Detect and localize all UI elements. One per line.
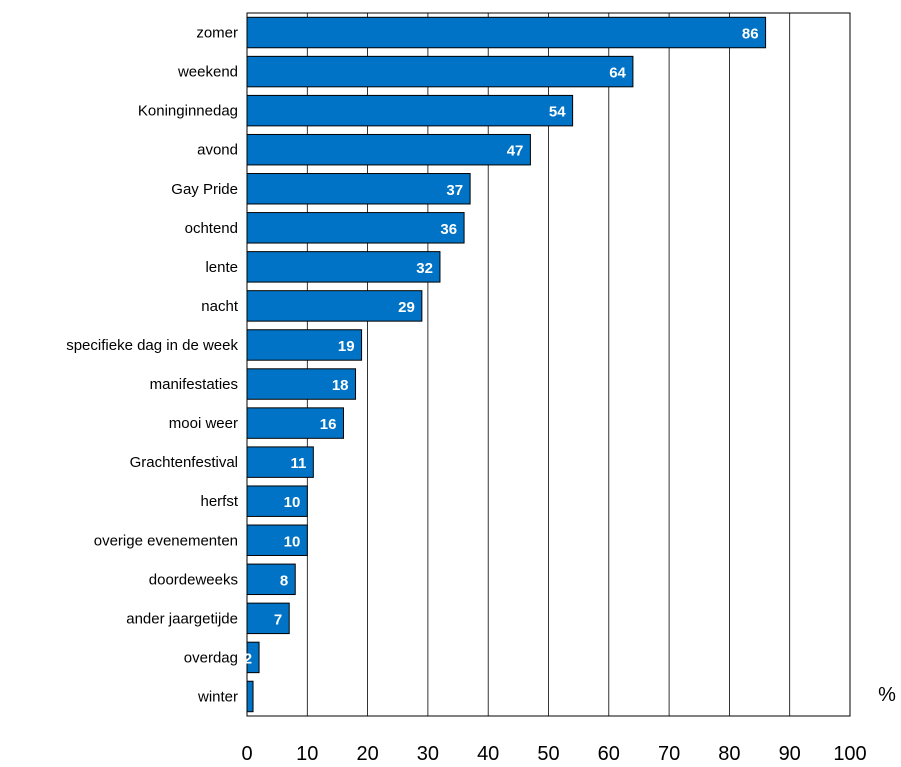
category-label: overdag: [184, 649, 238, 666]
x-tick-label: 80: [718, 743, 740, 765]
x-tick-label: 0: [241, 743, 252, 765]
category-label: specifieke dag in de week: [66, 337, 238, 354]
bar-value-label: 19: [338, 338, 355, 355]
bar-value-label: 18: [332, 377, 349, 394]
bar-value-label: 47: [507, 143, 524, 160]
bar: [246, 563, 296, 596]
bar: [246, 407, 344, 439]
x-tick-label: 90: [779, 743, 801, 765]
bar: [246, 290, 423, 322]
bar: [246, 446, 314, 478]
bar: [246, 368, 357, 400]
x-tick-label: 60: [598, 743, 620, 765]
bar-value-label: 7: [274, 611, 282, 628]
bar-value-label: 64: [609, 65, 626, 82]
bar: [246, 524, 308, 556]
category-label: weekend: [177, 64, 238, 81]
bar: [246, 680, 254, 713]
category-label: zomer: [196, 25, 238, 42]
bar-value-label: 2: [244, 650, 252, 667]
x-tick-label: 40: [477, 743, 499, 765]
bar-value-label: 16: [320, 416, 337, 433]
x-tick-label: 100: [833, 743, 866, 765]
bar: [246, 251, 441, 283]
x-tick-label: 50: [537, 743, 559, 765]
bar: [246, 641, 260, 674]
bar-value-label: 11: [290, 455, 306, 472]
bar-value-label: 29: [398, 299, 415, 316]
bar-value-label: 10: [284, 494, 301, 511]
bar: [246, 602, 290, 635]
bar: [246, 329, 363, 361]
category-label: herfst: [200, 493, 238, 510]
x-tick-label: 10: [296, 743, 318, 765]
category-label: nacht: [201, 298, 239, 315]
bar-value-label: 8: [280, 572, 288, 589]
category-label: avond: [197, 142, 238, 159]
bar: [246, 16, 767, 49]
bars: [246, 16, 767, 713]
category-labels: zomer weekend Koninginnedag avond Gay Pride o…: [66, 25, 239, 706]
category-label: overige evenementen: [94, 532, 238, 549]
category-label: ander jaargetijde: [126, 610, 238, 627]
bar-value-label: 37: [446, 182, 463, 199]
bar: [246, 94, 574, 127]
bar: [246, 133, 531, 166]
category-label: winter: [197, 688, 238, 705]
bar-value-label: 54: [549, 104, 566, 121]
unit-label: %: [878, 684, 896, 706]
category-label: doordeweeks: [149, 571, 238, 588]
category-label: lente: [205, 259, 238, 276]
category-label: mooi weer: [169, 415, 238, 432]
bar: [246, 212, 465, 244]
category-label: Gay Pride: [171, 181, 238, 198]
category-label: manifestaties: [150, 376, 238, 393]
bar: [246, 173, 471, 205]
category-label: ochtend: [185, 220, 238, 237]
bar: [246, 485, 308, 517]
category-label: Grachtenfestival: [130, 454, 238, 471]
x-tick-label: 20: [356, 743, 378, 765]
bar: [246, 55, 634, 88]
x-tick-labels: 0 10 20 30 40 50 60 70 80 90 100: [241, 743, 866, 765]
bar-value-label: 10: [284, 533, 301, 550]
x-tick-label: 30: [417, 743, 439, 765]
bar-value-label: 86: [742, 26, 759, 43]
gridlines: [306, 13, 791, 716]
bar-value-label: 36: [440, 221, 457, 238]
category-label: Koninginnedag: [138, 103, 238, 120]
bar-value-label: 32: [416, 260, 433, 277]
data-labels: 86 64 54 47 37 36 32 29 19 18 16 11 10 10 8 7 2: [244, 26, 759, 668]
x-tick-label: 70: [658, 743, 680, 765]
